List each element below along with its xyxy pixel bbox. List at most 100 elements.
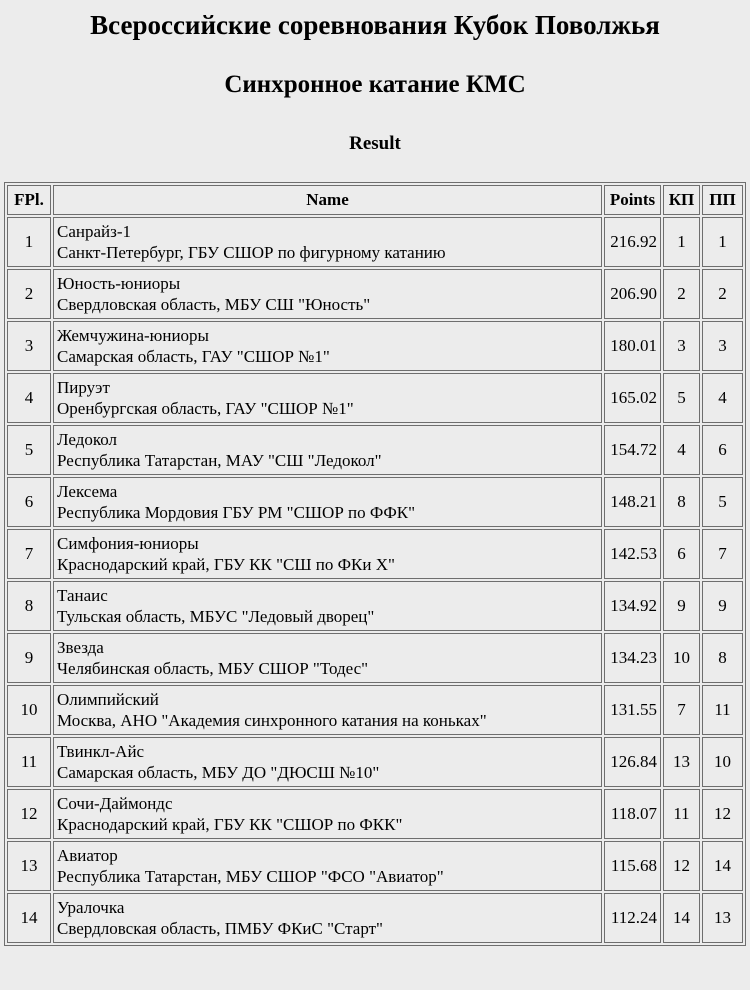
rank-cell: 12: [7, 788, 51, 839]
table-row: 14 Уралочка Свердловская область, ПМБУ Ф…: [7, 892, 743, 943]
pp-cell: 2: [702, 268, 743, 319]
pp-cell: 8: [702, 632, 743, 683]
team-name: Жемчужина-юниоры: [57, 325, 209, 345]
header-row: FPl. Name Points КП ПП: [7, 184, 743, 215]
results-table-header: FPl. Name Points КП ПП: [7, 184, 743, 215]
pp-cell: 7: [702, 528, 743, 579]
kp-cell: 1: [663, 216, 700, 267]
pp-cell: 14: [702, 840, 743, 891]
pp-cell: 12: [702, 788, 743, 839]
team-name: Санрайз-1: [57, 221, 132, 241]
points-cell: 118.07: [604, 788, 661, 839]
team-name: Авиатор: [57, 845, 118, 865]
pp-cell: 10: [702, 736, 743, 787]
results-page: Всероссийские соревнования Кубок Поволжь…: [4, 0, 746, 946]
table-row: 11 Твинкл-Айс Самарская область, МБУ ДО …: [7, 736, 743, 787]
team-cell: Сочи-Даймондс Краснодарский край, ГБУ КК…: [53, 788, 602, 839]
rank-cell: 9: [7, 632, 51, 683]
team-club: Оренбургская область, ГАУ "СШОР №1": [57, 398, 354, 418]
rank-cell: 14: [7, 892, 51, 943]
table-row: 8 Танаис Тульская область, МБУС "Ледовый…: [7, 580, 743, 631]
pp-cell: 13: [702, 892, 743, 943]
team-name: Танаис: [57, 585, 108, 605]
kp-cell: 13: [663, 736, 700, 787]
team-club: Республика Татарстан, МАУ "СШ "Ледокол": [57, 450, 382, 470]
kp-cell: 4: [663, 424, 700, 475]
rank-cell: 10: [7, 684, 51, 735]
kp-cell: 6: [663, 528, 700, 579]
points-cell: 126.84: [604, 736, 661, 787]
team-cell: Санрайз-1 Санкт-Петербург, ГБУ СШОР по ф…: [53, 216, 602, 267]
rank-cell: 1: [7, 216, 51, 267]
points-cell: 131.55: [604, 684, 661, 735]
team-club: Самарская область, ГАУ "СШОР №1": [57, 346, 330, 366]
pp-cell: 4: [702, 372, 743, 423]
points-cell: 112.24: [604, 892, 661, 943]
kp-cell: 10: [663, 632, 700, 683]
team-cell: Уралочка Свердловская область, ПМБУ ФКиС…: [53, 892, 602, 943]
table-row: 7 Симфония-юниоры Краснодарский край, ГБ…: [7, 528, 743, 579]
team-cell: Авиатор Республика Татарстан, МБУ СШОР "…: [53, 840, 602, 891]
category-title: Синхронное катание КМС: [224, 71, 526, 99]
points-cell: 134.23: [604, 632, 661, 683]
column-header-name: Name: [53, 184, 602, 215]
team-name: Симфония-юниоры: [57, 533, 199, 553]
team-club: Республика Татарстан, МБУ СШОР "ФСО "Ави…: [57, 866, 444, 886]
team-name: Уралочка: [57, 897, 125, 917]
team-club: Республика Мордовия ГБУ РМ "СШОР по ФФК": [57, 502, 416, 522]
table-row: 4 Пируэт Оренбургская область, ГАУ "СШОР…: [7, 372, 743, 423]
kp-cell: 9: [663, 580, 700, 631]
team-name: Ледокол: [57, 429, 118, 449]
table-row: 1 Санрайз-1 Санкт-Петербург, ГБУ СШОР по…: [7, 216, 743, 267]
rank-cell: 8: [7, 580, 51, 631]
points-cell: 115.68: [604, 840, 661, 891]
results-table: FPl. Name Points КП ПП 1 Санрайз-1 Санкт…: [4, 181, 746, 946]
result-heading: Result: [349, 132, 401, 154]
rank-cell: 13: [7, 840, 51, 891]
points-cell: 216.92: [604, 216, 661, 267]
points-cell: 142.53: [604, 528, 661, 579]
team-club: Челябинская область, МБУ СШОР "Тодес": [57, 658, 369, 678]
table-row: 6 Лексема Республика Мордовия ГБУ РМ "СШ…: [7, 476, 743, 527]
table-row: 3 Жемчужина-юниоры Самарская область, ГА…: [7, 320, 743, 371]
kp-cell: 3: [663, 320, 700, 371]
team-club: Краснодарский край, ГБУ КК "СШ по ФКи Х": [57, 554, 395, 574]
team-club: Москва, АНО "Академия синхронного катани…: [57, 710, 487, 730]
team-cell: Олимпийский Москва, АНО "Академия синхро…: [53, 684, 602, 735]
rank-cell: 4: [7, 372, 51, 423]
rank-cell: 11: [7, 736, 51, 787]
pp-cell: 11: [702, 684, 743, 735]
team-club: Самарская область, МБУ ДО "ДЮСШ №10": [57, 762, 380, 782]
team-cell: Пируэт Оренбургская область, ГАУ "СШОР №…: [53, 372, 602, 423]
team-cell: Симфония-юниоры Краснодарский край, ГБУ …: [53, 528, 602, 579]
column-header-points: Points: [604, 184, 661, 215]
team-name: Юность-юниоры: [57, 273, 181, 293]
pp-cell: 5: [702, 476, 743, 527]
kp-cell: 8: [663, 476, 700, 527]
table-row: 5 Ледокол Республика Татарстан, МАУ "СШ …: [7, 424, 743, 475]
team-name: Звезда: [57, 637, 104, 657]
team-club: Свердловская область, МБУ СШ "Юность": [57, 294, 371, 314]
team-name: Пируэт: [57, 377, 110, 397]
kp-cell: 12: [663, 840, 700, 891]
points-cell: 154.72: [604, 424, 661, 475]
points-cell: 165.02: [604, 372, 661, 423]
kp-cell: 5: [663, 372, 700, 423]
team-club: Тульская область, МБУС "Ледовый дворец": [57, 606, 375, 626]
kp-cell: 14: [663, 892, 700, 943]
rank-cell: 7: [7, 528, 51, 579]
kp-cell: 2: [663, 268, 700, 319]
table-row: 9 Звезда Челябинская область, МБУ СШОР "…: [7, 632, 743, 683]
kp-cell: 11: [663, 788, 700, 839]
team-cell: Юность-юниоры Свердловская область, МБУ …: [53, 268, 602, 319]
results-table-body: 1 Санрайз-1 Санкт-Петербург, ГБУ СШОР по…: [7, 216, 743, 943]
team-club: Санкт-Петербург, ГБУ СШОР по фигурному к…: [57, 242, 446, 262]
points-cell: 148.21: [604, 476, 661, 527]
pp-cell: 6: [702, 424, 743, 475]
column-header-fpl: FPl.: [7, 184, 51, 215]
team-cell: Танаис Тульская область, МБУС "Ледовый д…: [53, 580, 602, 631]
competition-title: Всероссийские соревнования Кубок Поволжь…: [90, 10, 660, 40]
rank-cell: 3: [7, 320, 51, 371]
pp-cell: 9: [702, 580, 743, 631]
team-name: Твинкл-Айс: [57, 741, 145, 761]
